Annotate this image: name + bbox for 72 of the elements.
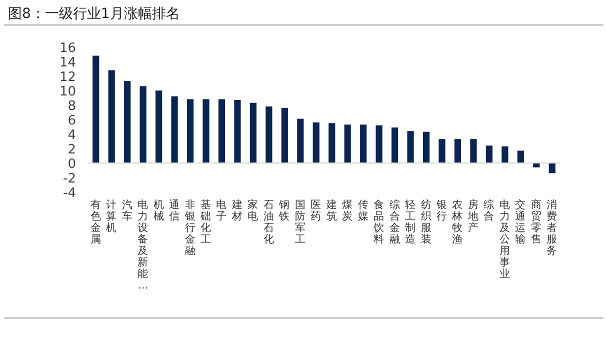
- bar: [328, 123, 336, 163]
- y-tick-label: 0: [68, 157, 76, 172]
- x-tick-label: 国防军工: [294, 199, 306, 246]
- x-tick-label: 综合金融: [389, 198, 400, 246]
- y-tick-label: 16: [59, 41, 76, 56]
- chart-title: 图8：一级行业1月涨幅排名: [8, 6, 180, 22]
- x-tick-label: 非银行金融: [184, 198, 196, 257]
- bar: [171, 96, 178, 163]
- bar: [124, 81, 131, 163]
- y-tick-label: 10: [59, 84, 76, 100]
- bar: [422, 132, 430, 163]
- bar: [533, 163, 540, 168]
- y-tick-label: 8: [68, 99, 76, 114]
- x-tick-label: 消费者服务: [546, 198, 558, 257]
- bar: [140, 86, 146, 163]
- bar: [454, 139, 462, 163]
- y-tick-label: 12: [59, 70, 76, 85]
- bar: [92, 56, 100, 163]
- bar: [218, 99, 226, 163]
- x-tick-label: 综合: [484, 198, 495, 222]
- x-tick-label: 食品饮料: [372, 199, 385, 246]
- y-tick-label: -2: [63, 172, 76, 186]
- x-tick-label: 家电: [248, 198, 259, 222]
- bar: [202, 99, 210, 163]
- bar: [108, 70, 115, 163]
- x-tick-label: 钢铁: [278, 199, 290, 222]
- y-tick-label: -4: [63, 186, 76, 201]
- bar: [281, 108, 288, 163]
- bar: [391, 127, 398, 163]
- x-tick-label: 交通运输: [515, 198, 526, 246]
- x-tick-label: 建材: [230, 198, 243, 222]
- x-tick-label: 电力设备及新能…: [138, 198, 149, 292]
- x-tick-label: 石油石化: [263, 199, 274, 246]
- x-tick-label: 有色金属: [90, 199, 102, 246]
- bar: [360, 124, 367, 163]
- x-tick-label: 基础化工: [200, 198, 212, 246]
- x-tick-label: 通信: [169, 198, 180, 222]
- x-tick-label: 建筑: [325, 198, 338, 222]
- bar: [470, 139, 477, 163]
- x-tick-label: 商贸零售: [530, 198, 542, 246]
- x-tick-label: 轻工制造: [405, 199, 416, 246]
- x-tick-label: 汽车: [122, 199, 133, 222]
- x-tick-label: 房地产: [466, 198, 479, 234]
- bar: [234, 100, 241, 163]
- x-tick-label: 纺织服装: [420, 198, 432, 246]
- bar: [312, 122, 320, 163]
- bar: [250, 102, 257, 163]
- bar: [186, 99, 194, 163]
- bar: [297, 118, 304, 163]
- bar: [407, 131, 414, 163]
- y-tick-label: 2: [68, 142, 76, 158]
- bar: [376, 125, 382, 163]
- x-tick-label: 银行: [436, 199, 448, 222]
- x-tick-label: 计算机: [106, 198, 118, 234]
- x-tick-label: 电力及公用事业: [499, 198, 510, 280]
- x-tick-label: 传媒: [358, 199, 369, 222]
- bar: [502, 146, 508, 163]
- y-tick-label: 4: [68, 128, 76, 143]
- bar: [517, 150, 524, 163]
- bar: [438, 139, 446, 163]
- y-tick-label: 14: [59, 56, 76, 70]
- x-tick-label: 机械: [153, 199, 164, 222]
- x-tick-label: 煤炭: [342, 199, 354, 222]
- bar: [344, 124, 351, 163]
- x-tick-label: 医药: [310, 199, 322, 222]
- x-tick-label: 电子: [216, 198, 228, 222]
- bar: [548, 163, 556, 174]
- y-tick-label: 6: [68, 114, 76, 128]
- bar: [155, 90, 162, 163]
- bar: [266, 106, 272, 163]
- bar: [486, 146, 493, 163]
- x-tick-label: 农林牧渔: [451, 199, 464, 246]
